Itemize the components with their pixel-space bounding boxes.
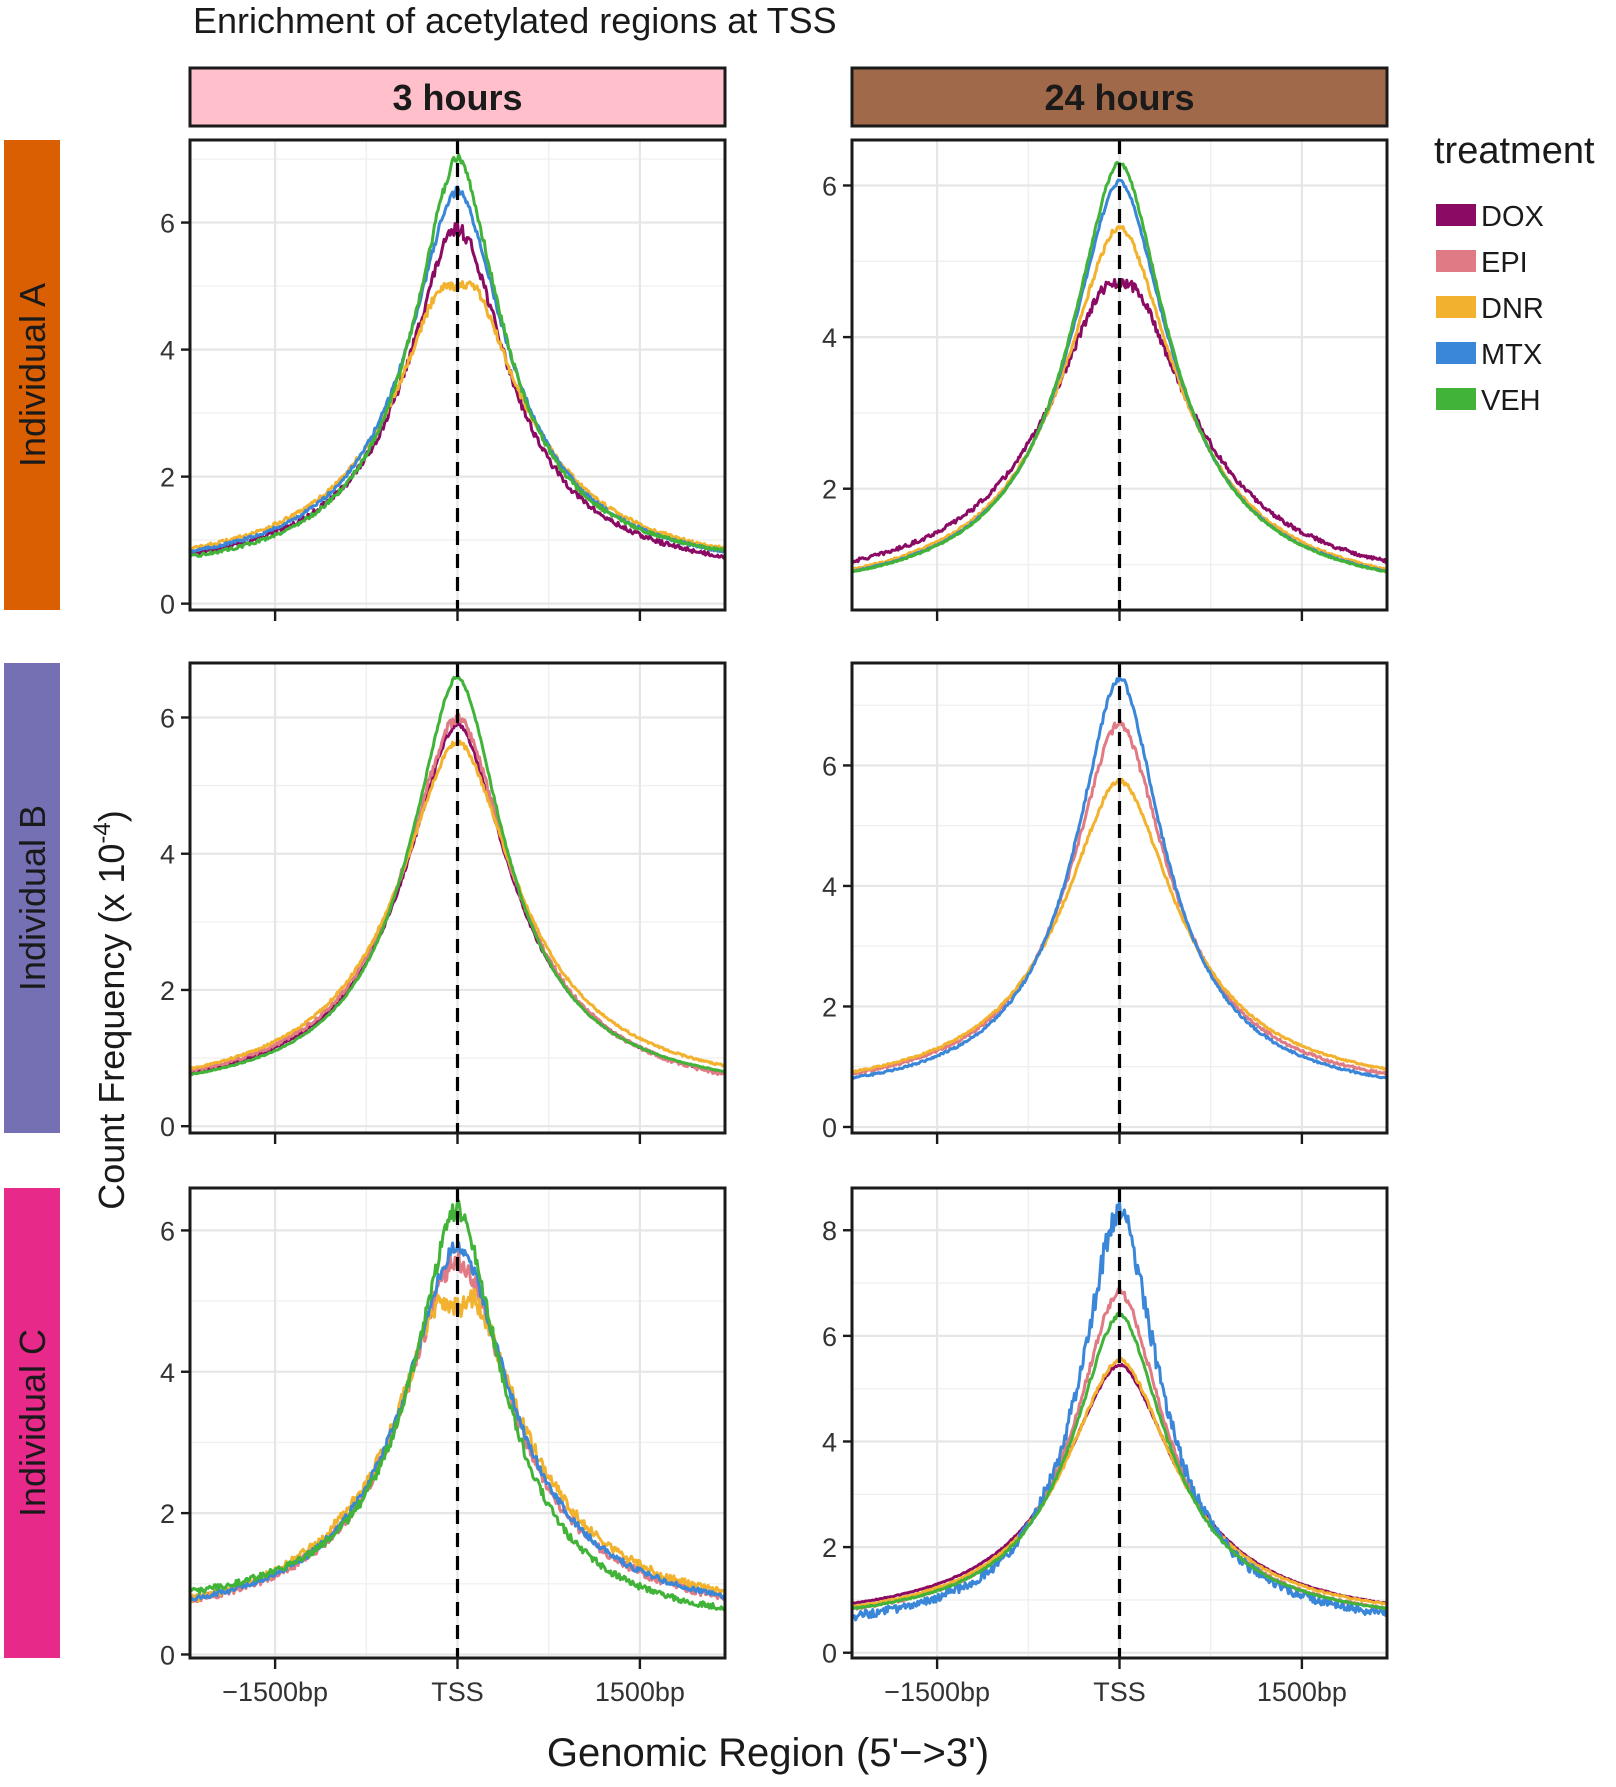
- x-tick-label: TSS: [431, 1677, 484, 1707]
- series-line-mtx: [852, 676, 1387, 1080]
- y-tick-label: 2: [822, 1533, 837, 1563]
- legend-swatch: [1436, 204, 1476, 226]
- y-tick-label: 6: [160, 703, 175, 733]
- row-strip: Individual B: [4, 663, 60, 1133]
- legend-item: DOX: [1436, 201, 1544, 233]
- x-axis-label: Genomic Region (5'−>3'): [547, 1731, 989, 1775]
- y-axis-label-close: ): [91, 810, 132, 822]
- legend-label: MTX: [1481, 339, 1542, 371]
- row-strip-background: [4, 663, 60, 1133]
- legend-swatch: [1436, 342, 1476, 364]
- y-tick-label: 2: [822, 992, 837, 1022]
- row-strip-label: Individual C: [12, 1329, 53, 1517]
- panel: 0 2 4 6 8 −1500bp TSS 1500bp: [822, 1186, 1389, 1707]
- y-tick-label: 0: [160, 1640, 175, 1670]
- y-axis-label-superscript: -4: [89, 822, 116, 843]
- y-tick-label: 4: [160, 840, 175, 870]
- row-strip: Individual A: [4, 140, 60, 610]
- y-tick-label: 0: [822, 1639, 837, 1669]
- row-strips: Individual A Individual B Individual C: [4, 140, 60, 1658]
- chart-title: Enrichment of acetylated regions at TSS: [193, 0, 837, 41]
- legend-title: treatment: [1434, 130, 1595, 172]
- row-strip-background: [4, 1188, 60, 1658]
- y-tick-label: 4: [160, 336, 175, 366]
- row-strip-label: Individual A: [12, 283, 53, 467]
- legend-item: VEH: [1436, 385, 1541, 417]
- column-strip-label: 3 hours: [392, 77, 522, 118]
- y-tick-label: 2: [160, 976, 175, 1006]
- column-strip-background: [850, 66, 1389, 128]
- legend-swatch: [1436, 250, 1476, 272]
- legend-swatch: [1436, 388, 1476, 410]
- legend-item: EPI: [1436, 247, 1528, 279]
- legend-item: DNR: [1436, 293, 1544, 325]
- legend-swatch: [1436, 296, 1476, 318]
- y-tick-label: 6: [160, 209, 175, 239]
- y-tick-label: 6: [822, 751, 837, 781]
- y-tick-label: 6: [160, 1216, 175, 1246]
- y-tick-label: 6: [822, 1322, 837, 1352]
- legend-label: DNR: [1481, 293, 1544, 325]
- panel: 0 2 4 6: [160, 661, 727, 1144]
- x-tick-label: 1500bp: [1257, 1677, 1347, 1707]
- column-strips: 3 hours 24 hours: [188, 66, 1389, 128]
- y-axis-label: Count Frequency (x 10-4): [89, 810, 132, 1210]
- x-tick-label: −1500bp: [222, 1677, 328, 1707]
- row-strip: Individual C: [4, 1188, 60, 1658]
- legend-label: DOX: [1481, 201, 1544, 233]
- panel-grid: 0 2 4 6 2 4 6 0 2 4 6 0 2 4 6 0 2 4 6 −1500bp TSS 1500bp 0 2 4 6 8…: [160, 138, 1389, 1707]
- legend: treatment DOX EPI DNR MTX VEH: [1434, 130, 1595, 417]
- series-line-veh: [190, 153, 725, 559]
- series-line-dnr: [852, 225, 1387, 572]
- x-tick-label: 1500bp: [595, 1677, 685, 1707]
- y-tick-label: 4: [822, 872, 837, 902]
- column-strip-label: 24 hours: [1044, 77, 1194, 118]
- row-strip-label: Individual B: [12, 805, 53, 991]
- series-line-veh: [190, 675, 725, 1077]
- panel: 0 2 4 6: [160, 138, 727, 621]
- panel: 0 2 4 6: [822, 661, 1389, 1144]
- column-strip: 3 hours: [188, 66, 727, 128]
- y-tick-label: 4: [822, 1427, 837, 1457]
- y-tick-label: 8: [822, 1216, 837, 1246]
- y-tick-label: 2: [160, 463, 175, 493]
- panel: 2 4 6: [822, 138, 1389, 621]
- y-tick-label: 0: [160, 590, 175, 620]
- legend-label: VEH: [1481, 385, 1541, 417]
- y-tick-label: 4: [160, 1358, 175, 1388]
- row-strip-background: [4, 140, 60, 610]
- y-tick-label: 2: [160, 1499, 175, 1529]
- x-tick-label: TSS: [1093, 1677, 1146, 1707]
- x-tick-label: −1500bp: [884, 1677, 990, 1707]
- y-tick-label: 2: [822, 475, 837, 505]
- column-strip-background: [188, 66, 727, 128]
- legend-item: MTX: [1436, 339, 1542, 371]
- y-tick-label: 0: [822, 1113, 837, 1143]
- panel: 0 2 4 6 −1500bp TSS 1500bp: [160, 1186, 727, 1707]
- legend-label: EPI: [1481, 247, 1528, 279]
- y-axis-label-main: Count Frequency (x 10: [91, 844, 132, 1210]
- y-tick-label: 4: [822, 323, 837, 353]
- y-tick-label: 6: [822, 171, 837, 201]
- y-tick-label: 0: [160, 1112, 175, 1142]
- column-strip: 24 hours: [850, 66, 1389, 128]
